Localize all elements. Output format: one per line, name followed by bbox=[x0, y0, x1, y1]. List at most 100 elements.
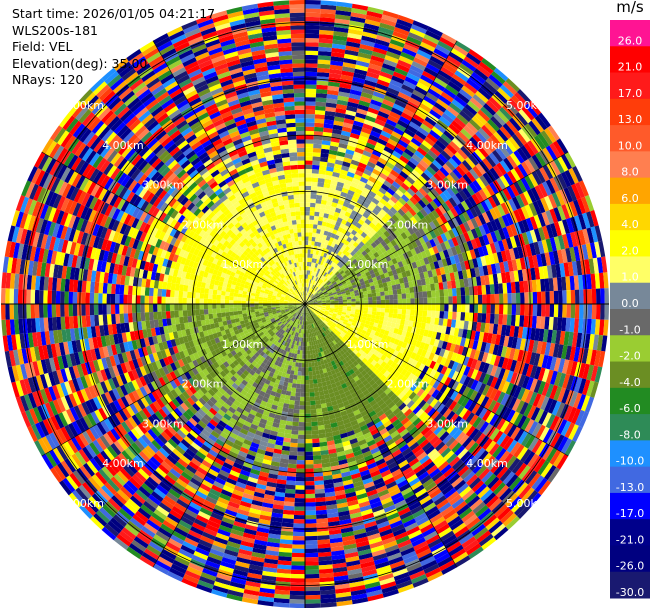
gate-cell bbox=[367, 67, 381, 76]
gate-cell bbox=[314, 292, 319, 297]
gate-cell bbox=[292, 540, 305, 545]
gate-cell bbox=[393, 294, 398, 300]
gate-cell bbox=[331, 175, 339, 182]
gate-cell bbox=[370, 186, 379, 195]
gate-cell bbox=[311, 275, 315, 280]
gate-cell bbox=[316, 186, 324, 192]
gate-cell bbox=[422, 310, 428, 317]
gate-cell bbox=[370, 130, 381, 139]
gate-cell bbox=[312, 298, 317, 301]
gate-cell bbox=[384, 261, 390, 268]
gate-cell bbox=[324, 178, 332, 185]
gate-cell bbox=[287, 408, 294, 414]
gate-cell bbox=[378, 26, 394, 35]
gate-cell bbox=[323, 292, 329, 296]
gate-cell bbox=[418, 175, 428, 185]
gate-cell bbox=[359, 278, 365, 283]
gate-cell bbox=[506, 155, 518, 169]
gate-cell bbox=[376, 229, 384, 237]
gate-cell bbox=[372, 225, 380, 233]
gate-cell bbox=[317, 59, 331, 65]
gate-cell bbox=[305, 105, 316, 111]
gate-cell bbox=[327, 275, 332, 281]
gate-cell bbox=[320, 13, 336, 19]
gate-cell bbox=[373, 232, 381, 240]
gate-cell bbox=[370, 241, 378, 249]
gate-cell bbox=[316, 194, 323, 200]
gate-cell bbox=[355, 244, 362, 251]
gate-cell bbox=[361, 244, 368, 251]
gate-cell bbox=[326, 166, 334, 172]
gate-cell bbox=[309, 383, 314, 389]
gate-cell bbox=[344, 269, 350, 275]
gate-cell bbox=[317, 382, 323, 388]
gate-cell bbox=[357, 208, 365, 216]
gate-cell bbox=[314, 118, 325, 124]
gate-cell bbox=[341, 260, 347, 266]
gate-cell bbox=[305, 118, 315, 123]
gate-cell bbox=[350, 85, 363, 92]
gate-cell bbox=[311, 425, 319, 431]
gate-cell bbox=[380, 295, 386, 301]
gate-cell bbox=[300, 384, 305, 389]
gate-cell bbox=[527, 100, 542, 116]
gate-cell bbox=[367, 138, 378, 146]
gate-cell bbox=[536, 291, 542, 304]
gate-cell bbox=[309, 279, 312, 284]
gate-cell bbox=[309, 215, 315, 221]
gate-cell bbox=[305, 228, 309, 233]
gate-cell bbox=[313, 143, 322, 149]
gate-cell bbox=[506, 225, 514, 238]
gate-cell bbox=[316, 412, 323, 418]
gate-cell bbox=[387, 285, 393, 291]
gate-cell bbox=[305, 282, 308, 288]
gate-cell bbox=[389, 206, 398, 215]
gate-cell bbox=[439, 166, 450, 177]
gate-cell bbox=[340, 278, 346, 283]
gate-cell bbox=[343, 262, 349, 268]
gate-cell bbox=[372, 91, 386, 100]
gate-cell bbox=[307, 253, 311, 258]
gate-cell bbox=[475, 90, 489, 104]
gate-cell bbox=[305, 177, 312, 182]
gate-cell bbox=[324, 209, 331, 215]
gate-cell bbox=[370, 235, 378, 242]
gate-cell bbox=[306, 295, 309, 301]
gate-cell bbox=[319, 293, 324, 297]
gate-cell bbox=[306, 274, 309, 279]
gate-cell bbox=[524, 204, 534, 218]
gate-cell bbox=[317, 182, 325, 188]
gate-cell bbox=[374, 239, 381, 246]
gate-cell bbox=[350, 244, 356, 251]
gate-cell bbox=[475, 163, 487, 175]
gate-cell bbox=[395, 283, 401, 290]
gate-cell bbox=[330, 206, 337, 212]
gate-cell bbox=[362, 211, 370, 219]
gate-cell bbox=[453, 116, 467, 129]
gate-cell bbox=[308, 375, 313, 380]
gate-cell bbox=[574, 304, 580, 319]
gate-cell bbox=[466, 139, 478, 152]
gate-cell bbox=[312, 156, 321, 162]
gate-cell bbox=[367, 250, 374, 257]
gate-cell bbox=[404, 163, 414, 173]
gate-cell bbox=[300, 392, 305, 397]
gate-cell bbox=[346, 37, 362, 44]
gate-cell bbox=[460, 200, 470, 212]
gate-cell bbox=[331, 43, 346, 50]
gate-cell bbox=[353, 72, 367, 80]
gate-cell bbox=[463, 221, 471, 232]
gate-cell bbox=[463, 56, 479, 69]
gate-cell bbox=[321, 288, 326, 292]
gate-cell bbox=[321, 256, 326, 262]
gate-cell bbox=[600, 304, 605, 320]
gate-cell bbox=[482, 172, 493, 185]
gate-cell bbox=[305, 240, 309, 245]
gate-cell bbox=[442, 87, 457, 100]
gate-cell bbox=[299, 405, 305, 410]
gate-cell bbox=[433, 102, 447, 113]
gate-cell bbox=[474, 226, 483, 238]
gate-cell bbox=[508, 117, 522, 132]
gate-cell bbox=[375, 275, 382, 281]
gate-cell bbox=[416, 162, 427, 173]
